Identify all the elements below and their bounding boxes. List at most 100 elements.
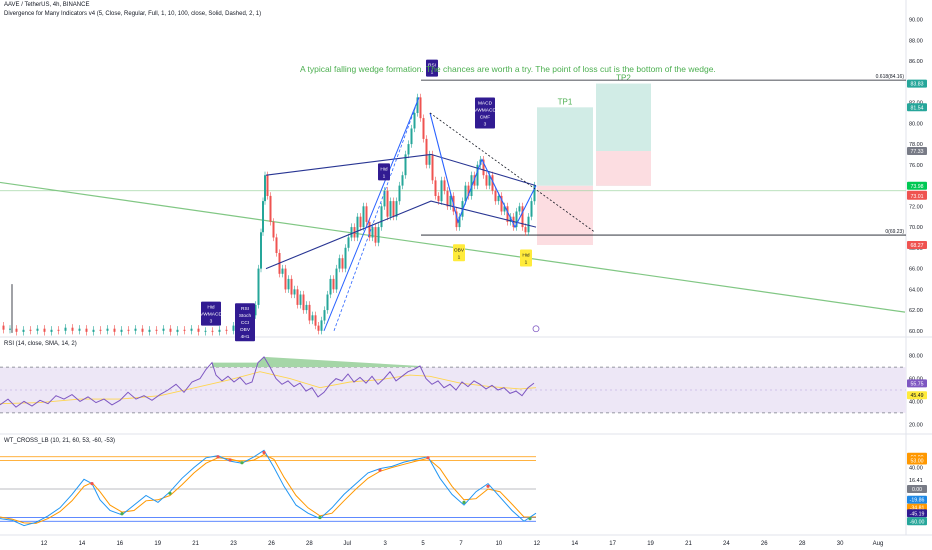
candle-body <box>176 329 179 332</box>
target-stop-zone <box>596 151 651 186</box>
candle-body <box>431 154 434 181</box>
candle-body <box>2 325 5 330</box>
wedge-lower-line <box>265 200 537 270</box>
divergence-label <box>453 244 465 262</box>
rsi-badge <box>907 391 927 400</box>
candle-body <box>365 206 368 222</box>
candle-body <box>211 330 214 332</box>
candle-body <box>530 201 533 217</box>
candle-body <box>257 268 260 305</box>
candle-body <box>284 268 287 290</box>
wt-cross-legend[interactable]: WT_CROSS_LB (10, 21, 60, 53, -60, -53) <box>4 438 116 444</box>
candle-body <box>113 328 116 332</box>
candle-body <box>293 289 296 295</box>
divergence-label-text: VWMACD <box>474 108 496 114</box>
candle-body <box>497 195 500 202</box>
long-descending-trendline <box>0 181 906 313</box>
candle-body <box>419 97 422 119</box>
price-badge-text: 68.27 <box>911 243 924 249</box>
candle-body <box>317 325 320 331</box>
candle-body <box>162 328 165 331</box>
candle-body <box>410 128 413 145</box>
divergence-label <box>475 97 495 129</box>
time-tick-label: 21 <box>685 541 692 547</box>
divergence-label-text: 4H1 <box>241 334 250 340</box>
divergence-label-text: 1 <box>458 254 461 260</box>
candle-body <box>527 216 530 233</box>
wt-badge-text: -19.86 <box>910 498 925 504</box>
rsi-legend[interactable]: RSI (14, close, SMA, 14, 2) <box>4 341 77 347</box>
wt-badge-text: 53.00 <box>911 459 924 465</box>
wt-cross-dot <box>120 512 124 516</box>
wt-cross-dot <box>486 484 490 488</box>
time-tick-label: 26 <box>761 541 768 547</box>
candle-body <box>482 159 485 176</box>
candle-body <box>515 211 518 228</box>
price-badge <box>907 147 927 155</box>
candle-body <box>344 247 347 269</box>
candle-body <box>64 327 67 331</box>
candle-body <box>71 327 74 331</box>
candle-body <box>383 190 386 207</box>
divergence-indicator-legend[interactable]: Divergence for Many Indicators v4 (5, Cl… <box>4 11 262 17</box>
price-badge <box>907 241 927 249</box>
wt-cross-dot <box>426 456 430 460</box>
divergence-label-text: Hid <box>380 166 388 172</box>
candle-body <box>260 232 262 269</box>
fan-line <box>323 97 420 332</box>
target-profit-zone <box>537 107 593 186</box>
wt-badge-text: -34.81 <box>910 506 925 512</box>
price-tick-label: 78.00 <box>909 142 923 148</box>
candle-body <box>404 154 407 176</box>
candle-body <box>335 268 338 290</box>
candle-body <box>362 206 365 228</box>
price-badge <box>907 191 927 200</box>
candle-body <box>416 97 419 113</box>
candle-body <box>506 206 509 222</box>
divergence-label <box>520 249 532 267</box>
rsi-overbought-fill <box>212 356 420 368</box>
wt-badge <box>907 485 927 493</box>
candle-body <box>127 329 130 331</box>
wt-cross-dot <box>216 455 220 459</box>
price-tick-label: 64.00 <box>909 287 923 293</box>
wt-badge <box>907 517 927 526</box>
candle-body <box>43 328 46 332</box>
candle-body <box>275 237 278 253</box>
divergence-label-text: CMF <box>480 115 490 121</box>
time-tick-label: 26 <box>268 541 275 547</box>
event-marker <box>532 325 540 333</box>
candle-body <box>290 278 293 295</box>
time-tick-label: 24 <box>723 541 730 547</box>
divergence-label-text: Stoch <box>239 313 252 319</box>
price-tick-label: 66.00 <box>909 267 923 273</box>
time-tick-label: 12 <box>41 541 48 547</box>
time-tick-label: 21 <box>192 541 199 547</box>
candle-body <box>281 268 284 274</box>
wt-badge <box>907 456 927 465</box>
target-label: TP2 <box>616 74 631 83</box>
rsi-tick-label: 40.00 <box>909 399 923 405</box>
time-tick-label: 23 <box>230 541 237 547</box>
chart-symbol-legend[interactable]: AAVE / TetherUS, 4h, BINANCE <box>4 2 90 8</box>
candle-body <box>458 216 461 228</box>
wt-badge-text: -60.00 <box>910 519 925 525</box>
target-stop-zone <box>537 185 593 246</box>
divergence-label-text: RSI <box>241 306 249 312</box>
candle-body <box>434 180 437 196</box>
candle-body <box>296 289 299 305</box>
candle-body <box>269 195 272 222</box>
candle-body <box>509 216 512 222</box>
wt-cross-dot <box>462 500 466 504</box>
rsi-badge-text: 45.49 <box>911 393 924 399</box>
divergence-label-text: OBV <box>454 247 465 253</box>
candle-body <box>332 278 335 290</box>
candle-body <box>347 237 350 248</box>
wedge-upper-line <box>265 153 537 187</box>
wt-cross-dot <box>262 450 266 455</box>
candle-body <box>36 328 39 331</box>
divergence-label-text: 1 <box>525 260 528 266</box>
wt-cross-dot <box>378 468 382 472</box>
candle-body <box>120 329 123 332</box>
